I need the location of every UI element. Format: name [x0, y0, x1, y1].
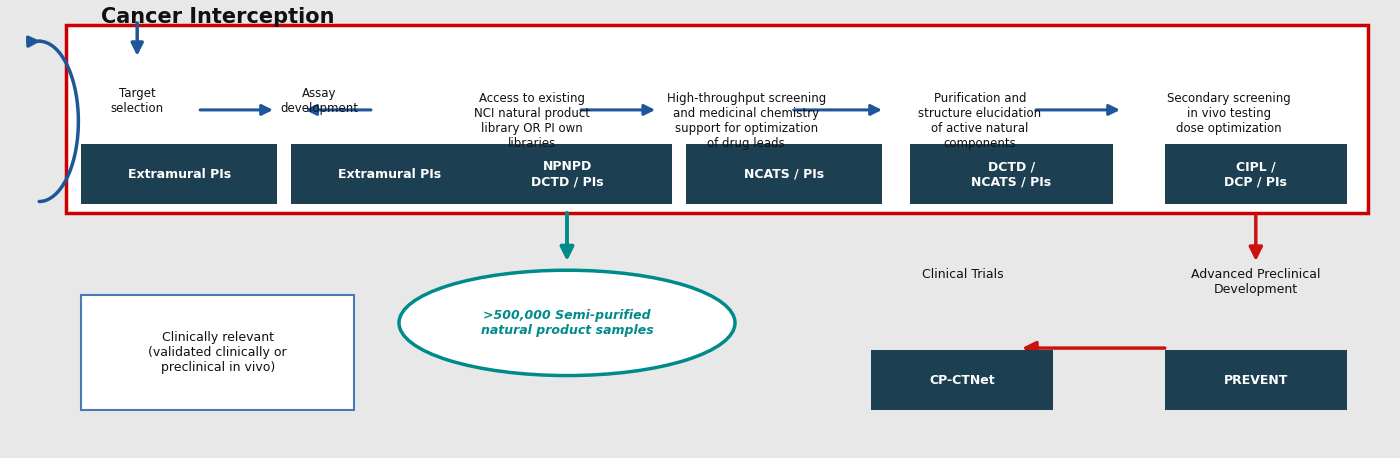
Text: Assay
development: Assay development: [280, 87, 358, 115]
FancyBboxPatch shape: [291, 144, 487, 204]
Text: Access to existing
NCI natural product
library OR PI own
libraries: Access to existing NCI natural product l…: [475, 92, 589, 150]
FancyBboxPatch shape: [81, 295, 354, 410]
FancyBboxPatch shape: [1165, 350, 1347, 410]
FancyBboxPatch shape: [871, 350, 1053, 410]
Text: Clinical Trials: Clinical Trials: [923, 268, 1004, 281]
Text: Clinically relevant
(validated clinically or
preclinical in vivo): Clinically relevant (validated clinicall…: [148, 331, 287, 374]
Text: NCATS / PIs: NCATS / PIs: [743, 168, 825, 180]
Text: CIPL /
DCP / PIs: CIPL / DCP / PIs: [1225, 160, 1287, 188]
Text: PREVENT: PREVENT: [1224, 374, 1288, 387]
Text: Purification and
structure elucidation
of active natural
components: Purification and structure elucidation o…: [918, 92, 1042, 150]
Text: Extramural PIs: Extramural PIs: [337, 168, 441, 180]
Ellipse shape: [399, 270, 735, 376]
FancyBboxPatch shape: [81, 144, 277, 204]
Text: Target
selection: Target selection: [111, 87, 164, 115]
FancyBboxPatch shape: [462, 144, 672, 204]
Text: Advanced Preclinical
Development: Advanced Preclinical Development: [1191, 268, 1320, 296]
Text: High-throughput screening
and medicinal chemistry
support for optimization
of dr: High-throughput screening and medicinal …: [666, 92, 826, 150]
Text: Cancer Interception: Cancer Interception: [101, 7, 335, 27]
FancyBboxPatch shape: [910, 144, 1113, 204]
Text: Extramural PIs: Extramural PIs: [127, 168, 231, 180]
FancyBboxPatch shape: [686, 144, 882, 204]
Text: DCTD /
NCATS / PIs: DCTD / NCATS / PIs: [972, 160, 1051, 188]
FancyBboxPatch shape: [66, 25, 1368, 213]
Text: CP-CTNet: CP-CTNet: [930, 374, 994, 387]
Text: >500,000 Semi-purified
natural product samples: >500,000 Semi-purified natural product s…: [480, 309, 654, 337]
FancyBboxPatch shape: [1165, 144, 1347, 204]
Text: Secondary screening
in vivo testing
dose optimization: Secondary screening in vivo testing dose…: [1168, 92, 1291, 135]
Text: NPNPD
DCTD / PIs: NPNPD DCTD / PIs: [531, 160, 603, 188]
